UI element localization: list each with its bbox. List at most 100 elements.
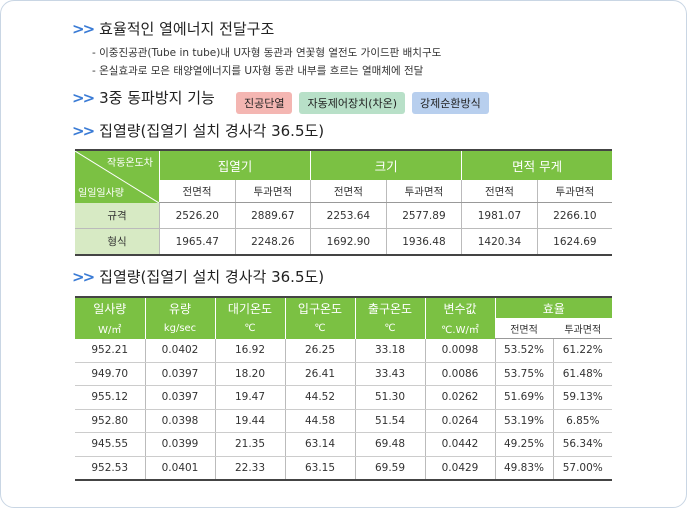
table-cell: 0.0398 (144, 409, 215, 433)
unit-flow: kg/sec (144, 318, 215, 339)
table-cell: 952.21 (75, 338, 145, 363)
table-cell: 0.0098 (424, 338, 495, 363)
table-cell: 2266.10 (536, 202, 612, 229)
table-cell: 19.44 (214, 409, 285, 433)
table-cell: 1420.34 (461, 228, 538, 256)
table-cell: 0.0401 (144, 456, 215, 481)
table-cell: 26.41 (284, 362, 355, 386)
table-cell: 16.92 (214, 338, 285, 363)
table-cell: 952.80 (75, 409, 145, 433)
section-freeze-protection-title: >> 3중 동파방지 기능 (72, 89, 215, 107)
table-collector-performance: 일사량 유량 대기온도 입구온도 출구온도 변수값 효율 W/㎡ kg/sec … (75, 296, 612, 481)
sub-header: 전면적 (461, 180, 538, 203)
table-cell: 0.0264 (424, 409, 495, 433)
table-cell: 53.75% (494, 362, 553, 386)
table-cell: 59.13% (552, 385, 612, 410)
sub-header: 전면적 (494, 318, 553, 339)
feature-badges: 진공단열 자동제어장치(차온) 강제순환방식 (236, 92, 489, 114)
table-cell: 22.33 (214, 456, 285, 481)
table-cell: 63.15 (284, 456, 355, 481)
table-cell: 1981.07 (461, 202, 538, 229)
table-cell: 57.00% (552, 456, 612, 481)
table-cell: 53.52% (494, 338, 553, 363)
table-cell: 1936.48 (385, 228, 462, 256)
double-chevron-icon: >> (72, 89, 95, 107)
badge-auto-control: 자동제어장치(차온) (299, 92, 406, 114)
table-row: 규격 2526.20 2889.67 2253.64 2577.89 1981.… (75, 202, 612, 229)
table-cell: 952.53 (75, 456, 145, 481)
table-collector-specs: 작동온도차 일일일사량 집열기 크기 면적 무게 전면적 투과면적 전면적 투과… (75, 149, 612, 256)
header-flow: 유량 (144, 297, 215, 318)
table-cell: 0.0442 (424, 432, 495, 457)
table-cell: 1965.47 (159, 228, 236, 256)
table-cell: 19.47 (214, 385, 285, 410)
table-cell: 33.43 (354, 362, 425, 386)
sub-header: 투과면적 (536, 180, 612, 203)
table-cell: 53.19% (494, 409, 553, 433)
table-cell: 0.0262 (424, 385, 495, 410)
group-header: 크기 (310, 150, 462, 180)
diagonal-line (75, 151, 159, 203)
table-row: 949.70 0.0397 18.20 26.41 33.43 0.0086 53.75% 6… (75, 362, 612, 386)
unit-outlet-temp: ℃ (354, 318, 425, 339)
diagonal-header-cell: 작동온도차 일일일사량 (75, 150, 160, 203)
table-cell: 2889.67 (234, 202, 311, 229)
unit-variable: ℃.W/㎡ (424, 318, 495, 339)
header-inlet-temp: 입구온도 (284, 297, 355, 318)
table-body: 952.21 0.0402 16.92 26.25 33.18 0.0098 53.52% 6… (75, 338, 612, 481)
table-cell: 51.69% (494, 385, 553, 410)
table-cell: 49.83% (494, 456, 553, 481)
table-row: 형식 1965.47 2248.26 1692.90 1936.48 1420.… (75, 228, 612, 256)
header-outlet-temp: 출구온도 (354, 297, 425, 318)
table-cell: 0.0399 (144, 432, 215, 457)
table-cell: 0.0397 (144, 362, 215, 386)
table-cell: 69.48 (354, 432, 425, 457)
table-cell: 56.34% (552, 432, 612, 457)
unit-irradiance: W/㎡ (75, 318, 145, 339)
section-heat-collection-title-1: >> 집열량(집열기 설치 경사각 36.5도) (72, 122, 325, 140)
table-cell: 26.25 (284, 338, 355, 363)
bullet-2: - 온실효과로 모은 태양열에너지를 U자형 동관 내부를 흐르는 열매체에 전… (92, 65, 424, 77)
table-cell: 2526.20 (159, 202, 236, 229)
table-cell: 61.48% (552, 362, 612, 386)
group-header: 집열기 (158, 150, 311, 180)
double-chevron-icon: >> (72, 122, 95, 140)
table-cell: 0.0429 (424, 456, 495, 481)
header-variable: 변수값 (424, 297, 495, 318)
table-cell: 21.35 (214, 432, 285, 457)
table-cell: 44.58 (284, 409, 355, 433)
table-cell: 955.12 (75, 385, 145, 410)
table-row: 945.55 0.0399 21.35 63.14 69.48 0.0442 49.25% 5… (75, 432, 612, 457)
diag-top-label: 작동온도차 (107, 158, 153, 169)
diag-bottom-label: 일일일사량 (78, 187, 124, 199)
table-cell: 949.70 (75, 362, 145, 386)
table-cell: 0.0402 (144, 338, 215, 363)
sub-header: 투과면적 (234, 180, 311, 203)
table-row: 952.53 0.0401 22.33 63.15 69.59 0.0429 49.83% 5… (75, 456, 612, 481)
table-cell: 6.85% (552, 409, 612, 433)
table-cell: 2248.26 (234, 228, 311, 256)
table-cell: 69.59 (354, 456, 425, 481)
table-cell: 0.0086 (424, 362, 495, 386)
table-cell: 63.14 (284, 432, 355, 457)
section-efficient-heat-title: >> 효율적인 열에너지 전달구조 (72, 20, 275, 38)
table-cell: 1692.90 (310, 228, 387, 256)
table-row: 955.12 0.0397 19.47 44.52 51.30 0.0262 51.69% 5… (75, 385, 612, 410)
table-row: 952.21 0.0402 16.92 26.25 33.18 0.0098 53.52% 6… (75, 338, 612, 363)
section-heat-collection-title-2: >> 집열량(집열기 설치 경사각 36.5도) (72, 268, 325, 286)
table-cell: 51.54 (354, 409, 425, 433)
sub-header: 투과면적 (552, 318, 612, 339)
table-cell: 945.55 (75, 432, 145, 457)
badge-vacuum-insulation: 진공단열 (236, 92, 293, 114)
table-cell: 33.18 (354, 338, 425, 363)
sub-header: 투과면적 (385, 180, 462, 203)
row-label: 형식 (75, 228, 160, 256)
table-cell: 18.20 (214, 362, 285, 386)
table-cell: 2253.64 (310, 202, 387, 229)
bullet-1: - 이중진공관(Tube in tube)내 U자형 동관과 연꽃형 열전도 가… (92, 47, 442, 59)
table-cell: 0.0397 (144, 385, 215, 410)
table-cell: 44.52 (284, 385, 355, 410)
table-cell: 61.22% (552, 338, 612, 363)
header-ambient-temp: 대기온도 (214, 297, 285, 318)
